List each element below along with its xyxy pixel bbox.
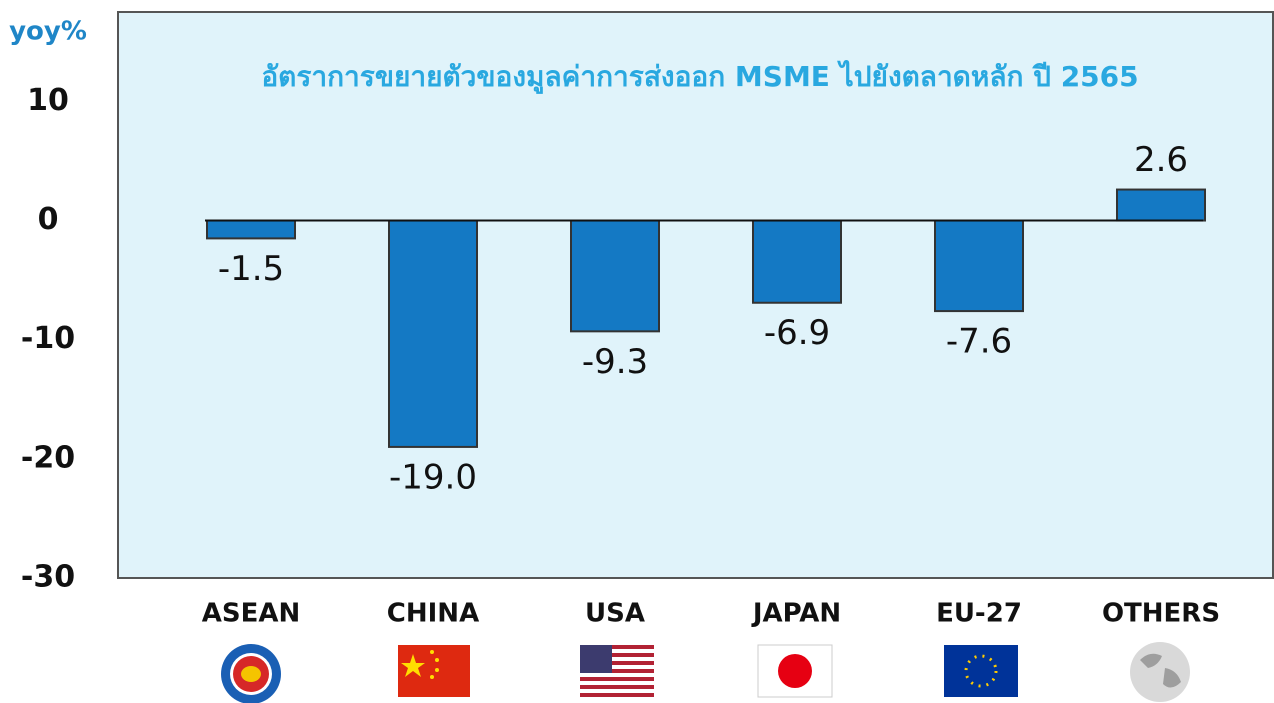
data-label: -1.5 [218,249,284,289]
data-label: -19.0 [389,457,477,497]
y-tick-label: -20 [21,440,75,475]
bar [206,219,296,240]
bar [752,219,842,304]
y-tick-label: -30 [21,560,75,595]
icon-globe [1130,642,1190,702]
bar [570,219,660,333]
bar [1116,188,1206,222]
flag-china [398,645,470,697]
x-tick-label: CHINA [387,599,479,629]
flag-asean [221,644,281,703]
flag-japan [757,644,833,698]
y-tick-label: 10 [27,83,69,118]
x-tick-label: EU-27 [936,599,1022,629]
y-tick-label: -10 [21,321,75,356]
bar [388,219,478,448]
chart-title: อัตราการขยายตัวของมูลค่าการส่งออก MSME ไ… [261,60,1138,94]
y-tick-label: 0 [38,202,59,237]
flags [221,642,1190,703]
data-label: -6.9 [764,313,830,353]
flag-eu [944,645,1018,697]
data-label: -7.6 [946,322,1012,362]
plot-area [117,11,1274,579]
x-tick-label: OTHERS [1102,599,1220,629]
data-label: -9.3 [582,342,648,382]
flag-usa [580,645,654,697]
x-tick-label: USA [585,599,645,629]
data-label: 2.6 [1134,140,1188,180]
bar [934,219,1024,313]
x-tick-label: ASEAN [202,599,301,629]
x-tick-label: JAPAN [751,599,841,629]
y-axis-label: yoy% [9,17,87,47]
